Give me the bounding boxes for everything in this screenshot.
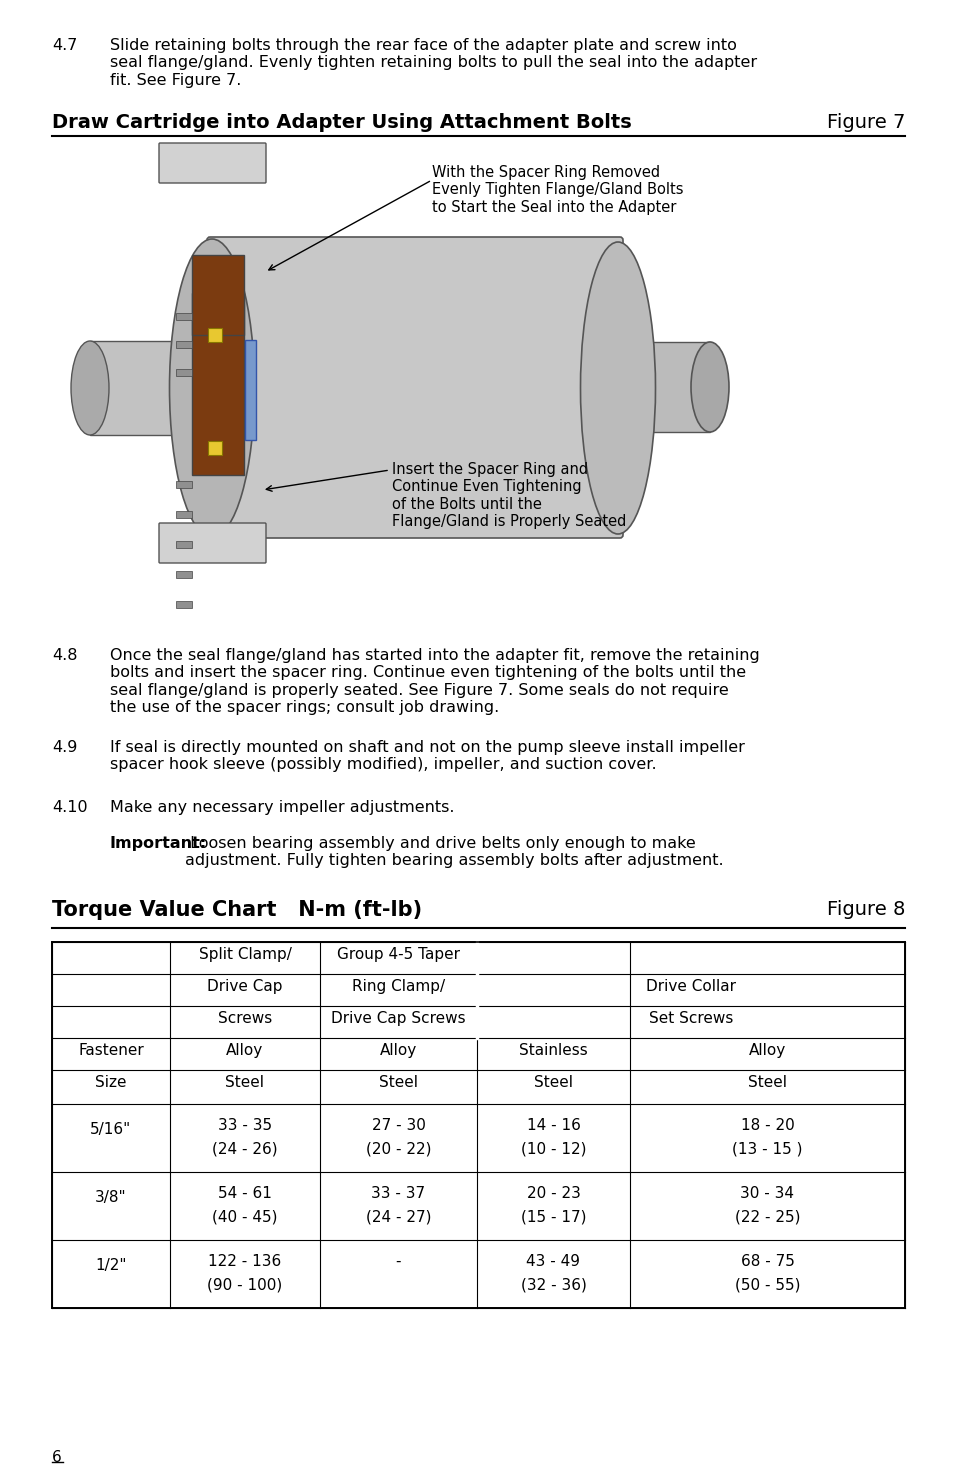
Text: 33 - 37: 33 - 37 xyxy=(371,1186,425,1201)
Text: Figure 8: Figure 8 xyxy=(825,900,904,919)
Text: 4.9: 4.9 xyxy=(52,740,77,755)
FancyBboxPatch shape xyxy=(159,143,266,183)
Text: -: - xyxy=(395,1254,401,1268)
Text: (10 - 12): (10 - 12) xyxy=(520,1142,586,1156)
Text: (22 - 25): (22 - 25) xyxy=(734,1210,800,1226)
Text: (24 - 27): (24 - 27) xyxy=(365,1210,431,1226)
Text: (20 - 22): (20 - 22) xyxy=(365,1142,431,1156)
Text: 33 - 35: 33 - 35 xyxy=(217,1118,272,1133)
Text: 1/2": 1/2" xyxy=(95,1258,127,1273)
Text: If seal is directly mounted on shaft and not on the pump sleeve install impeller: If seal is directly mounted on shaft and… xyxy=(110,740,744,773)
Text: 68 - 75: 68 - 75 xyxy=(740,1254,794,1268)
Bar xyxy=(615,342,709,432)
Bar xyxy=(175,600,192,608)
Text: 27 - 30: 27 - 30 xyxy=(371,1118,425,1133)
Ellipse shape xyxy=(71,341,109,435)
Text: Once the seal flange/gland has started into the adapter fit, remove the retainin: Once the seal flange/gland has started i… xyxy=(110,648,759,715)
Text: Ring Clamp/: Ring Clamp/ xyxy=(352,979,445,994)
Text: Drive Cap Screws: Drive Cap Screws xyxy=(331,1010,465,1027)
Text: Drive Collar: Drive Collar xyxy=(645,979,735,994)
Text: Size: Size xyxy=(95,1075,127,1090)
Text: 43 - 49: 43 - 49 xyxy=(526,1254,579,1268)
Bar xyxy=(175,481,192,488)
Text: 5/16": 5/16" xyxy=(91,1122,132,1137)
Text: Alloy: Alloy xyxy=(379,1043,416,1058)
Text: Alloy: Alloy xyxy=(748,1043,785,1058)
Text: 4.10: 4.10 xyxy=(52,799,88,816)
Text: Drive Cap: Drive Cap xyxy=(207,979,282,994)
Bar xyxy=(90,341,254,435)
Bar xyxy=(208,441,222,454)
Bar xyxy=(175,341,192,348)
Text: Fastener: Fastener xyxy=(78,1043,144,1058)
Text: Stainless: Stainless xyxy=(518,1043,587,1058)
Text: 3/8": 3/8" xyxy=(95,1190,127,1205)
Text: Split Clamp/: Split Clamp/ xyxy=(198,947,291,962)
Text: With the Spacer Ring Removed
Evenly Tighten Flange/Gland Bolts
to Start the Seal: With the Spacer Ring Removed Evenly Tigh… xyxy=(432,165,682,215)
Text: 4.8: 4.8 xyxy=(52,648,77,662)
Ellipse shape xyxy=(690,342,728,432)
Bar xyxy=(192,255,244,335)
Bar xyxy=(245,341,255,440)
Text: Steel: Steel xyxy=(225,1075,264,1090)
Text: Torque Value Chart   N-m (ft-lb): Torque Value Chart N-m (ft-lb) xyxy=(52,900,421,920)
Text: Steel: Steel xyxy=(747,1075,786,1090)
Text: 14 - 16: 14 - 16 xyxy=(526,1118,579,1133)
Text: (15 - 17): (15 - 17) xyxy=(520,1210,586,1226)
Text: Loosen bearing assembly and drive belts only enough to make
adjustment. Fully ti: Loosen bearing assembly and drive belts … xyxy=(185,836,723,869)
Text: Slide retaining bolts through the rear face of the adapter plate and screw into
: Slide retaining bolts through the rear f… xyxy=(110,38,757,88)
Text: 54 - 61: 54 - 61 xyxy=(218,1186,272,1201)
Text: (90 - 100): (90 - 100) xyxy=(207,1277,282,1294)
Bar xyxy=(175,571,192,578)
Text: 122 - 136: 122 - 136 xyxy=(208,1254,281,1268)
Text: (13 - 15 ): (13 - 15 ) xyxy=(732,1142,801,1156)
Text: 18 - 20: 18 - 20 xyxy=(740,1118,794,1133)
Text: (40 - 45): (40 - 45) xyxy=(212,1210,277,1226)
Text: 4.7: 4.7 xyxy=(52,38,77,53)
Text: Screws: Screws xyxy=(217,1010,272,1027)
Ellipse shape xyxy=(579,242,655,534)
FancyBboxPatch shape xyxy=(207,237,622,538)
Text: Alloy: Alloy xyxy=(226,1043,263,1058)
FancyBboxPatch shape xyxy=(159,524,266,563)
Text: Set Screws: Set Screws xyxy=(648,1010,733,1027)
Text: Figure 7: Figure 7 xyxy=(825,114,904,131)
Text: Group 4-5 Taper: Group 4-5 Taper xyxy=(336,947,459,962)
Text: 6: 6 xyxy=(52,1450,62,1465)
Text: Steel: Steel xyxy=(534,1075,573,1090)
Bar xyxy=(175,313,192,320)
Text: Make any necessary impeller adjustments.: Make any necessary impeller adjustments. xyxy=(110,799,454,816)
Text: 20 - 23: 20 - 23 xyxy=(526,1186,579,1201)
Text: Draw Cartridge into Adapter Using Attachment Bolts: Draw Cartridge into Adapter Using Attach… xyxy=(52,114,631,131)
Bar xyxy=(208,327,222,342)
Bar xyxy=(175,369,192,376)
Text: Insert the Spacer Ring and
Continue Even Tightening
of the Bolts until the
Flang: Insert the Spacer Ring and Continue Even… xyxy=(392,462,626,530)
Bar xyxy=(175,541,192,549)
Text: Steel: Steel xyxy=(378,1075,417,1090)
Ellipse shape xyxy=(170,239,254,537)
Text: (32 - 36): (32 - 36) xyxy=(520,1277,586,1294)
Text: 30 - 34: 30 - 34 xyxy=(740,1186,794,1201)
Text: (24 - 26): (24 - 26) xyxy=(212,1142,277,1156)
Text: Important:: Important: xyxy=(110,836,207,851)
Text: (50 - 55): (50 - 55) xyxy=(734,1277,800,1294)
Bar xyxy=(52,943,904,1308)
Bar xyxy=(192,294,244,475)
Bar xyxy=(175,510,192,518)
